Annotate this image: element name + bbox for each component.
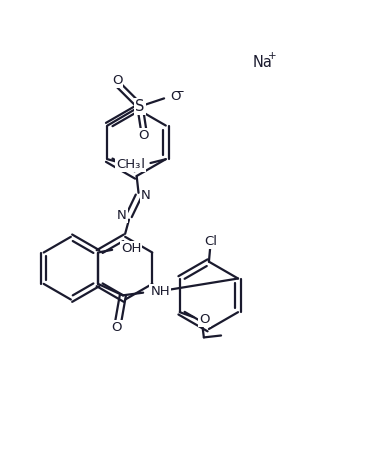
- Text: +: +: [268, 51, 277, 61]
- Text: N: N: [141, 189, 151, 202]
- Text: N: N: [117, 209, 127, 222]
- Text: OH: OH: [121, 242, 141, 255]
- Text: S: S: [135, 99, 145, 114]
- Text: CH₃: CH₃: [116, 159, 141, 171]
- Text: O: O: [171, 90, 181, 103]
- Text: O: O: [111, 321, 121, 334]
- Text: Na: Na: [253, 54, 273, 70]
- Text: O: O: [139, 130, 149, 142]
- Text: Cl: Cl: [204, 235, 217, 248]
- Text: Cl: Cl: [132, 159, 146, 171]
- Text: −: −: [175, 85, 185, 97]
- Text: O: O: [199, 313, 210, 326]
- Text: NH: NH: [151, 285, 170, 298]
- Text: O: O: [112, 74, 122, 87]
